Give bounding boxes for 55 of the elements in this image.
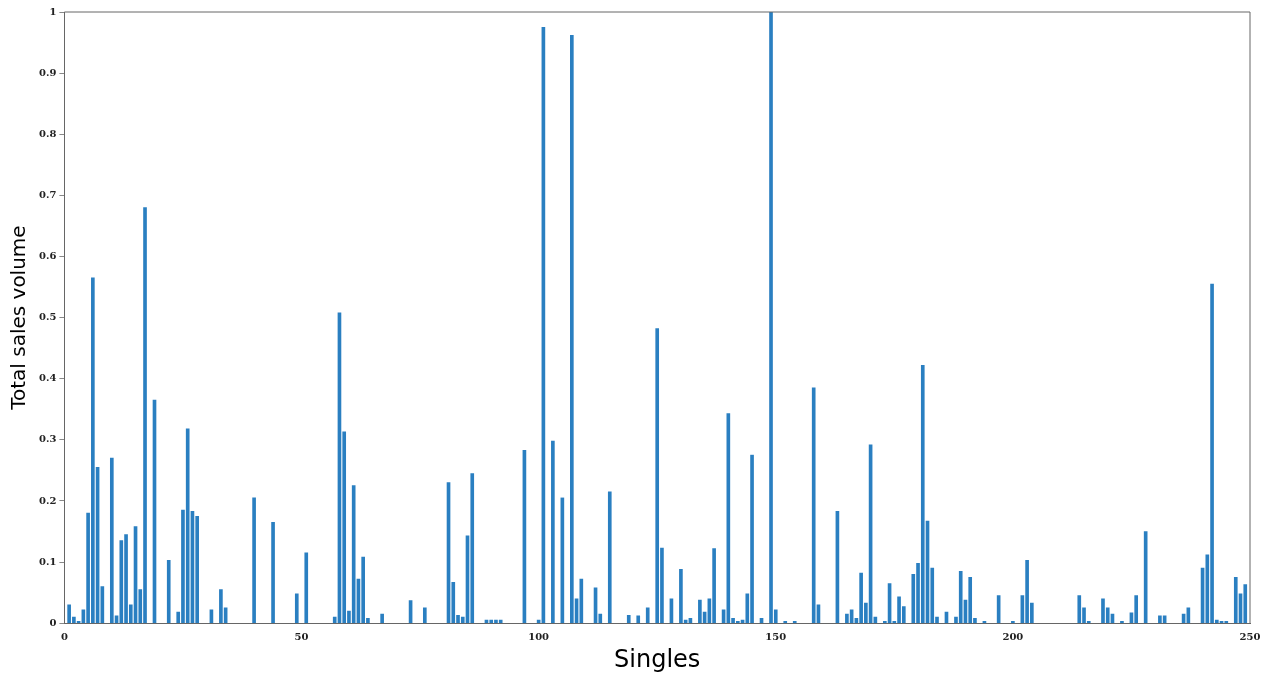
bar: [968, 577, 973, 624]
y-axis-title: Total sales volume: [6, 225, 31, 411]
bar: [579, 578, 584, 624]
bar: [655, 328, 660, 624]
y-tick-label: 0.1: [38, 555, 57, 567]
bar: [712, 548, 716, 624]
bar: [1233, 577, 1238, 624]
y-tick-label: 0.8: [38, 127, 57, 139]
x-tick-label: 50: [294, 630, 309, 642]
y-tick-label: 0.3: [38, 433, 57, 445]
bar: [845, 613, 849, 624]
x-tick-label: 200: [1002, 630, 1024, 642]
bar: [271, 522, 275, 624]
bar: [698, 599, 702, 624]
y-tick-label: 0.2: [38, 494, 57, 506]
bar: [645, 607, 650, 624]
x-tick-label: 150: [765, 630, 787, 642]
bar: [811, 387, 816, 624]
x-tick-label: 250: [1239, 630, 1261, 642]
bar: [185, 428, 190, 624]
bar: [351, 485, 356, 624]
x-axis-title: Singles: [614, 644, 701, 673]
y-tick-label: 0.9: [38, 66, 57, 78]
bar: [380, 613, 384, 624]
bar: [1243, 584, 1248, 624]
bar: [626, 614, 631, 624]
bar: [679, 569, 683, 624]
bar: [636, 615, 641, 624]
bar: [607, 491, 612, 624]
x-tick-label: 0: [60, 630, 68, 642]
bar: [109, 457, 114, 624]
bar: [489, 619, 494, 624]
bar: [1158, 615, 1162, 624]
bar: [498, 619, 503, 624]
y-tick-label: 0.7: [38, 188, 57, 200]
bar: [166, 559, 171, 624]
bar: [1077, 595, 1082, 624]
bar: [1134, 595, 1139, 624]
bar: [304, 552, 309, 624]
bar: [219, 589, 223, 624]
y-tick-label: 0.4: [38, 372, 57, 384]
bar: [470, 473, 475, 624]
bar: [570, 34, 574, 624]
bar: [195, 515, 200, 624]
y-tick-label: 1: [49, 5, 57, 17]
x-tick-label: 100: [528, 630, 550, 642]
bar: [422, 607, 427, 624]
bar: [551, 440, 555, 624]
y-tick-label: 0.5: [38, 311, 57, 323]
bar: [252, 497, 256, 624]
y-tick-label: 0: [49, 616, 57, 628]
bar: [920, 364, 925, 624]
bar: [294, 593, 299, 624]
bar: [958, 570, 963, 624]
y-tick-label: 0.6: [38, 250, 57, 262]
